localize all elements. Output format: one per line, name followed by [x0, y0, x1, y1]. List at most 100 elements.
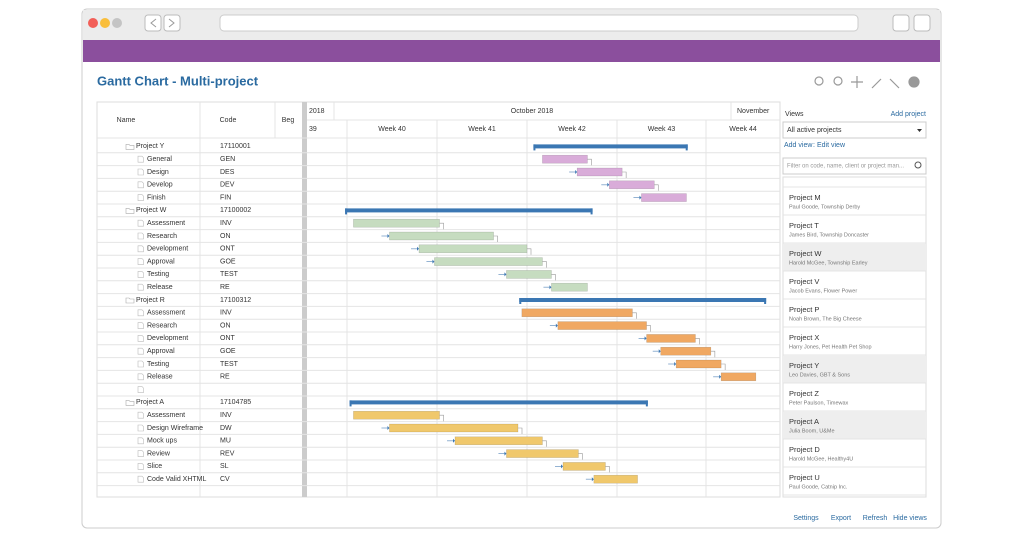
task-bar[interactable] — [562, 462, 606, 471]
project-item-name[interactable]: Project V — [789, 277, 819, 286]
add-view-link[interactable]: Add view — [784, 142, 813, 149]
summary-end — [519, 298, 522, 304]
task-bar[interactable] — [434, 257, 543, 266]
summary-bar — [519, 298, 767, 302]
project-item-detail: Paul Goode, Catnip Inc. — [789, 484, 848, 490]
dependency-line — [439, 414, 444, 422]
project-item-name[interactable]: Project M — [789, 193, 821, 202]
task-code: INV — [220, 220, 232, 227]
task-bar[interactable] — [389, 231, 494, 241]
dependency-head — [387, 426, 390, 430]
summary-bar — [345, 208, 593, 213]
zoom-out-icon[interactable] — [833, 76, 843, 86]
task-code: REV — [220, 450, 235, 457]
task-bar[interactable] — [521, 308, 633, 318]
project-item-name[interactable]: Project W — [789, 249, 822, 258]
project-item-detail: Harry Jones, Pet Health Pet Shop — [789, 344, 872, 350]
timeline-year: 2018 — [309, 108, 325, 115]
task-bar[interactable] — [576, 167, 623, 177]
week-label: Week 41 — [468, 126, 496, 133]
task-bar[interactable] — [593, 474, 638, 484]
project-item-name[interactable]: Project P — [789, 305, 819, 314]
zoom-button[interactable] — [112, 18, 122, 28]
project-item-name[interactable]: Project T — [789, 221, 819, 230]
task-bar[interactable] — [506, 270, 552, 279]
dependency-head — [417, 246, 419, 251]
tabs-button[interactable] — [892, 14, 910, 32]
project-item-detail: Harold McGee, Township Earley — [789, 260, 868, 266]
project-item-name[interactable]: Project X — [789, 333, 819, 342]
footer-link[interactable]: Refresh — [863, 515, 888, 522]
share-button[interactable] — [913, 14, 931, 32]
summary-end — [764, 298, 767, 304]
task-bar[interactable] — [542, 154, 588, 164]
search-box[interactable] — [782, 157, 927, 175]
folder-icon[interactable] — [125, 208, 135, 214]
add-project-link[interactable]: Add project — [891, 111, 926, 118]
task-bar[interactable] — [418, 244, 528, 254]
summary-end — [645, 400, 648, 407]
zoom-in-icon[interactable] — [814, 76, 824, 86]
resize-icons[interactable] — [871, 78, 900, 89]
add-icon[interactable] — [908, 76, 920, 88]
task-bar[interactable] — [720, 372, 757, 382]
move-icon[interactable] — [851, 76, 863, 88]
project-item-name[interactable]: Project Y — [789, 361, 819, 370]
footer-link[interactable]: Hide views — [893, 515, 927, 522]
folder-icon[interactable] — [125, 400, 135, 406]
view-selector-text: All active projects — [787, 127, 842, 134]
folder-icon[interactable] — [125, 144, 135, 150]
task-icon — [137, 450, 144, 457]
project-item-name[interactable]: Project U — [789, 473, 820, 482]
back-icon — [150, 18, 157, 28]
task-bar[interactable] — [641, 193, 687, 202]
splitter[interactable] — [302, 102, 307, 497]
dependency-line — [721, 363, 726, 370]
toolbar-icons — [814, 76, 920, 89]
dependency-line — [587, 158, 592, 166]
forward-icon — [168, 18, 175, 28]
task-bar[interactable] — [389, 423, 519, 433]
task-bar[interactable] — [660, 346, 712, 356]
folder-icon[interactable] — [125, 297, 135, 304]
task-bar[interactable] — [609, 180, 655, 190]
task-bar[interactable] — [551, 282, 588, 292]
project-item-name[interactable]: Project A — [789, 417, 819, 426]
dependency-head — [658, 349, 661, 354]
task-name: Release — [147, 374, 173, 381]
edit-view-link[interactable]: Edit view — [817, 142, 846, 149]
project-item-name[interactable]: Project Z — [789, 389, 819, 398]
app-banner — [83, 40, 940, 62]
footer-link[interactable]: Settings — [793, 515, 819, 522]
back-button[interactable] — [144, 14, 162, 32]
task-bar[interactable] — [506, 449, 579, 458]
dropdown-arrow — [917, 129, 922, 132]
close-button[interactable] — [88, 18, 98, 28]
dependency-line — [622, 171, 627, 178]
task-bar[interactable] — [675, 359, 722, 369]
dependency-head — [504, 272, 507, 277]
list-highlight — [784, 243, 925, 271]
list-highlight — [784, 355, 925, 383]
task-bar[interactable] — [353, 410, 440, 420]
dependency-line — [542, 440, 547, 447]
dependency-head — [639, 195, 642, 200]
task-bar[interactable] — [557, 321, 647, 330]
dependency-line — [605, 466, 610, 473]
dependency-line — [695, 338, 700, 345]
url-bar[interactable] — [219, 14, 859, 32]
task-name: Review — [147, 450, 171, 457]
task-bar[interactable] — [454, 436, 543, 446]
footer-link[interactable]: Export — [831, 515, 851, 522]
dependency-line — [439, 222, 444, 230]
view-selector[interactable] — [782, 121, 927, 139]
summary-end — [533, 144, 536, 151]
task-bar[interactable] — [646, 334, 696, 343]
minimize-button[interactable] — [100, 18, 110, 28]
task-name: Testing — [147, 271, 169, 278]
forward-button[interactable] — [163, 14, 181, 32]
task-icon — [137, 463, 144, 470]
project-item-name[interactable]: Project D — [789, 445, 820, 454]
task-bar[interactable] — [353, 218, 440, 228]
